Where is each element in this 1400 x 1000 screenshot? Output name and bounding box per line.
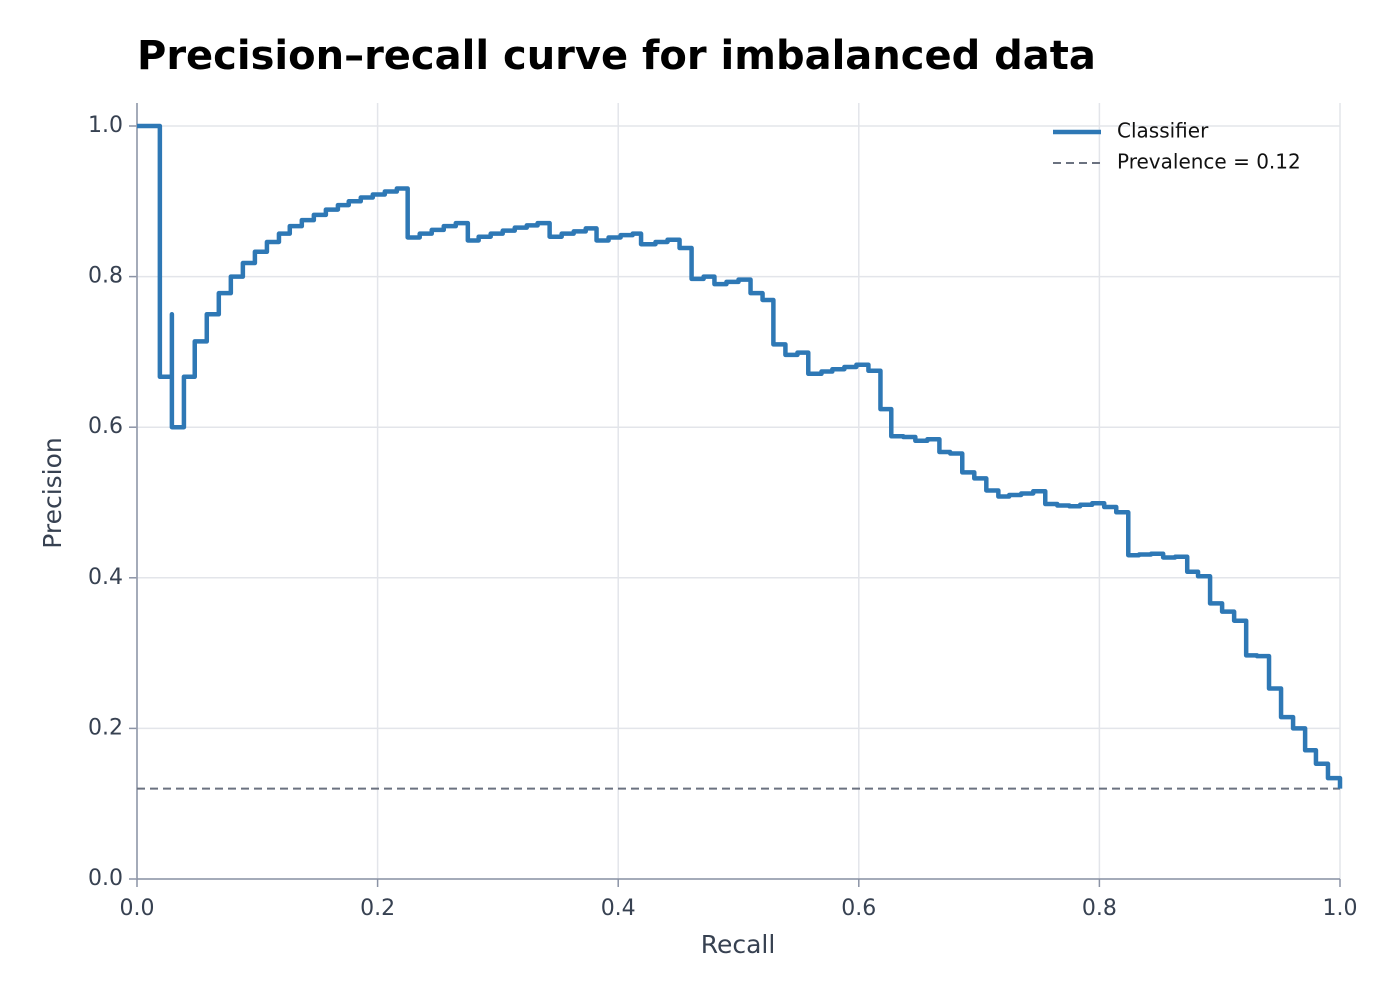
y-tick-label: 0.8 bbox=[88, 264, 123, 289]
y-tick-label: 0.0 bbox=[88, 866, 123, 891]
y-tick-label: 1.0 bbox=[88, 113, 123, 138]
x-tick-label: 0.6 bbox=[841, 896, 876, 921]
x-axis-label: Recall bbox=[701, 930, 776, 959]
legend-label: Prevalence = 0.12 bbox=[1117, 150, 1301, 174]
x-tick-label: 0.4 bbox=[601, 896, 636, 921]
y-tick-label: 0.6 bbox=[88, 414, 123, 439]
chart-title: Precision–recall curve for imbalanced da… bbox=[137, 33, 1096, 79]
legend-label: Classifier bbox=[1117, 119, 1209, 143]
y-axis-label: Precision bbox=[38, 437, 67, 549]
x-tick-label: 0.2 bbox=[360, 896, 395, 921]
x-tick-label: 0.0 bbox=[120, 896, 155, 921]
y-tick-label: 0.2 bbox=[88, 715, 123, 740]
pr-curve bbox=[137, 123, 1343, 789]
x-tick-label: 0.8 bbox=[1082, 896, 1117, 921]
y-tick-label: 0.4 bbox=[88, 565, 123, 590]
x-tick-label: 1.0 bbox=[1323, 896, 1358, 921]
